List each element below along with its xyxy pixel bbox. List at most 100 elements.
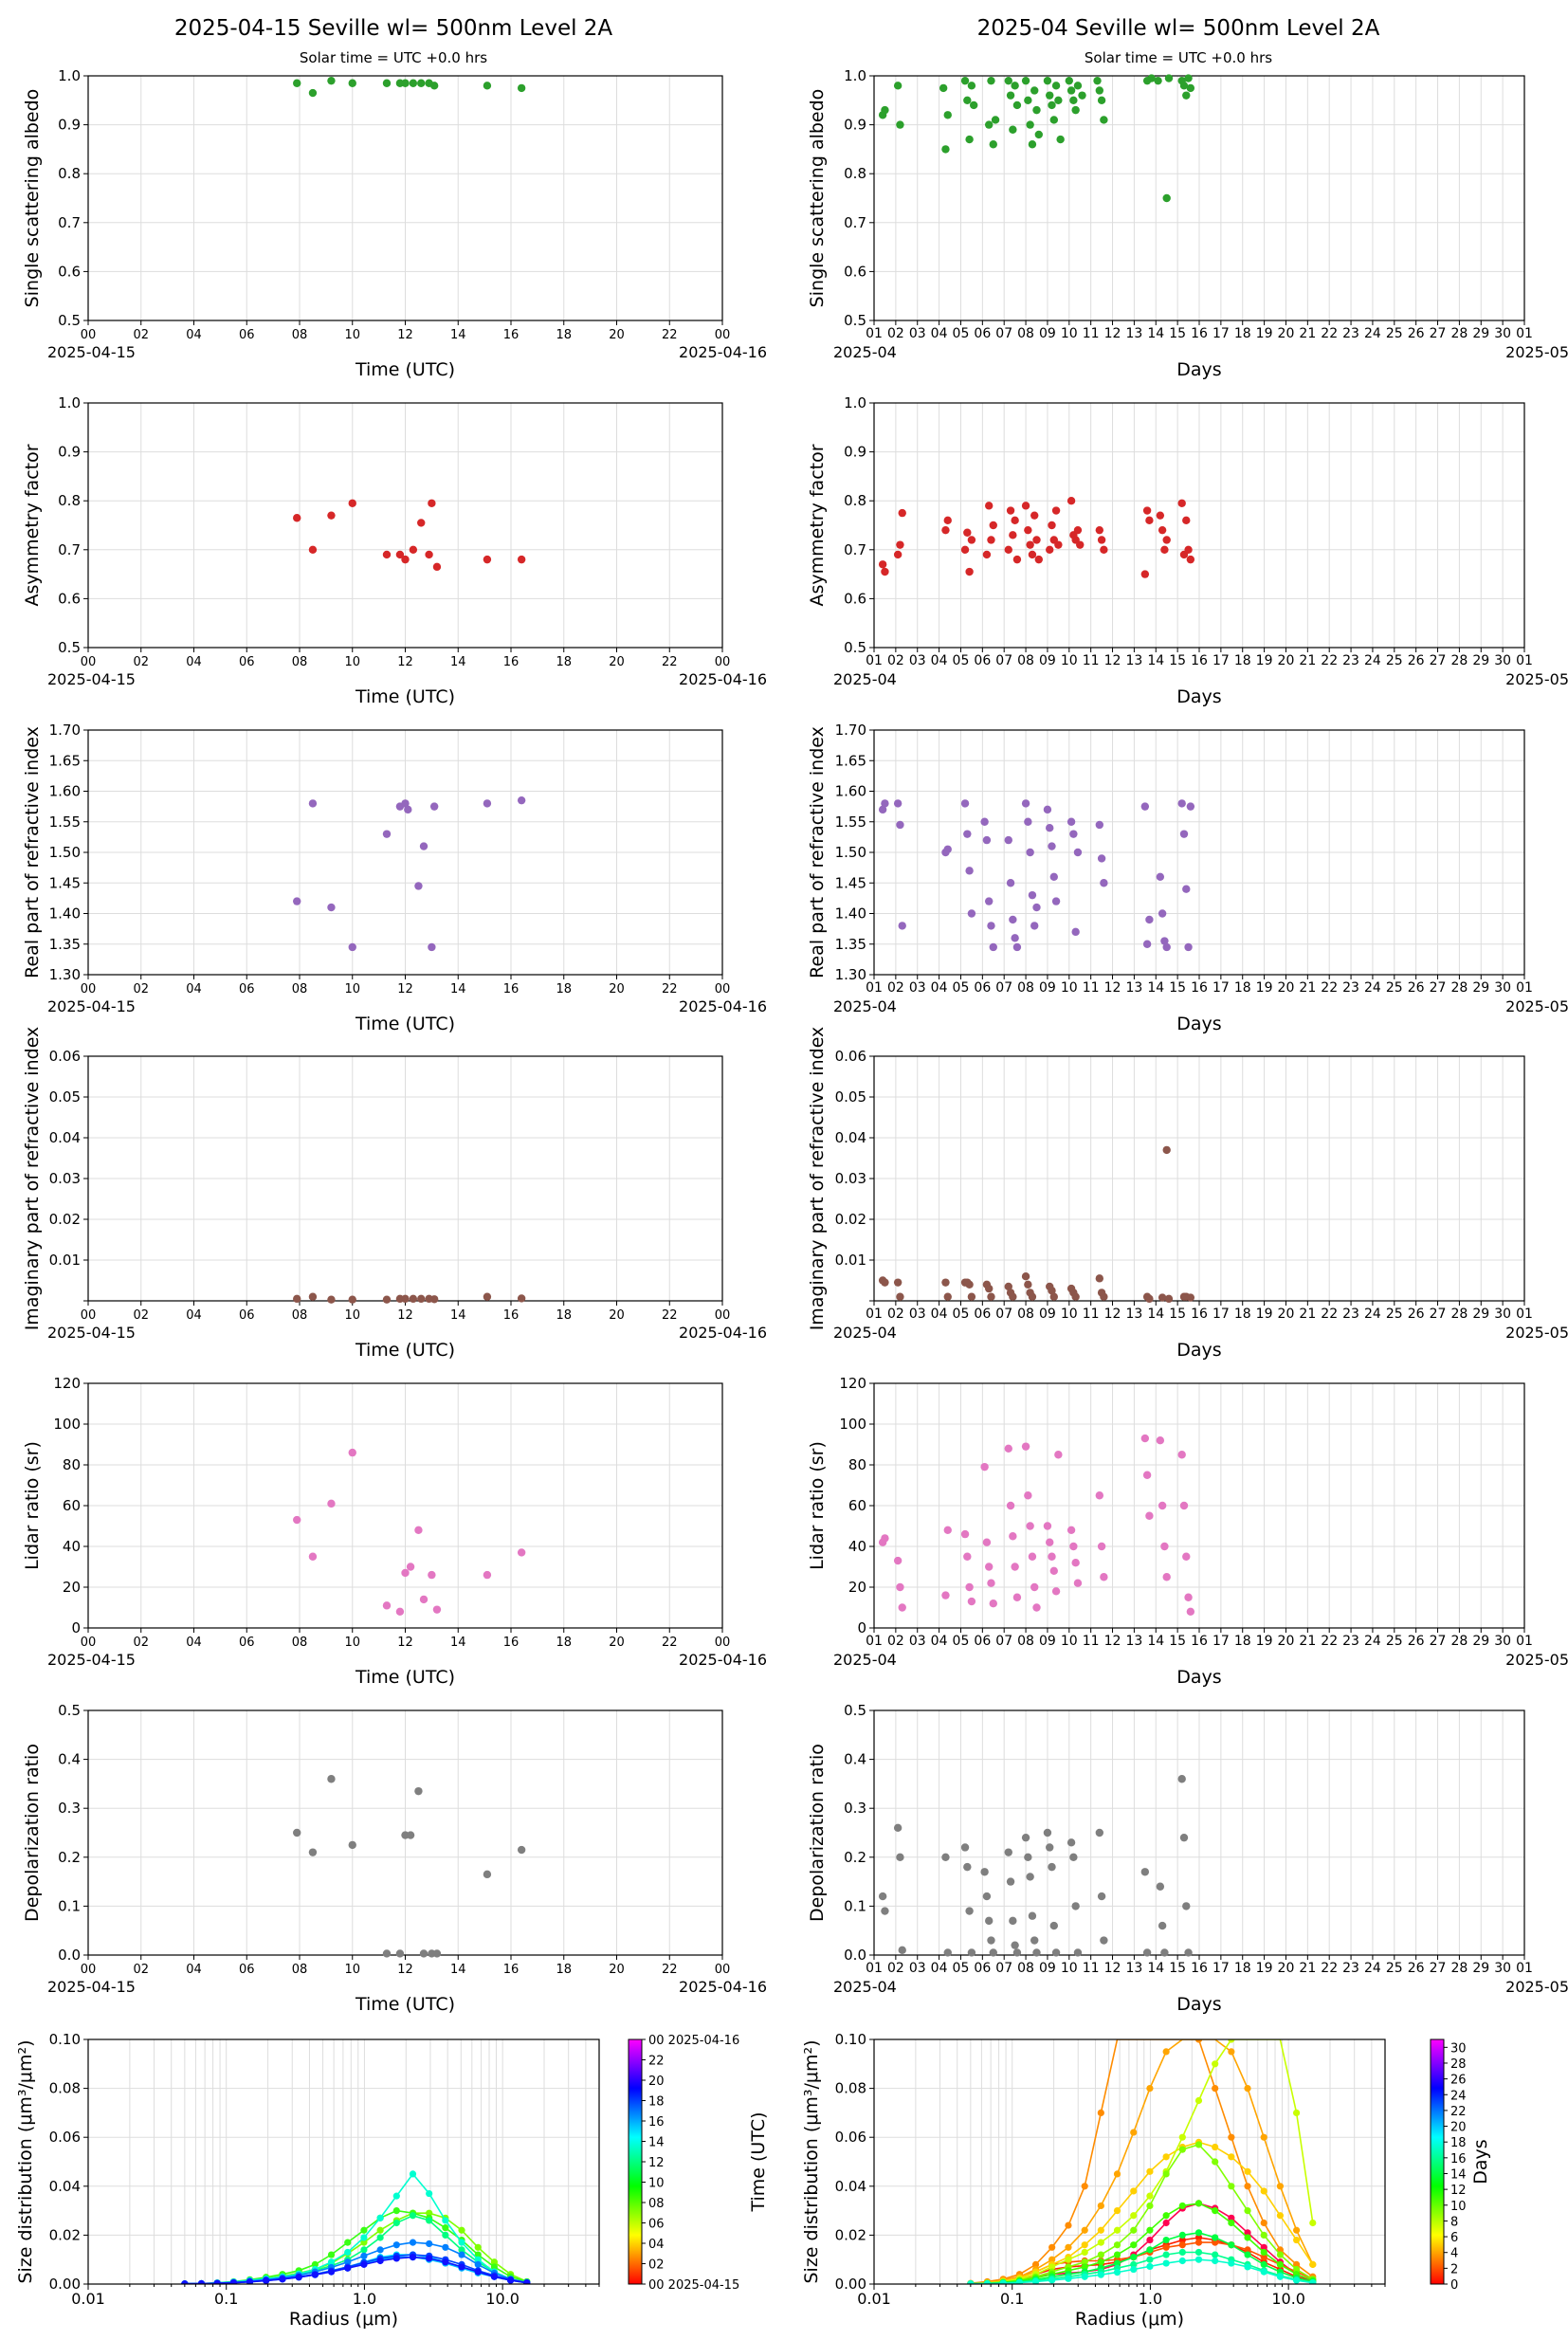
y-tick-label: 20: [63, 1579, 81, 1596]
x-tick-label: 02: [887, 1634, 904, 1649]
data-point: [1021, 76, 1030, 85]
data-point: [517, 555, 526, 564]
series-line: [184, 2172, 527, 2284]
x-tick-label: 29: [1472, 1961, 1489, 1976]
y-tick-label: 0.01: [49, 1252, 81, 1269]
series-point: [1097, 2239, 1104, 2246]
x-tick-label: 21: [1299, 326, 1316, 341]
x-tick-label: 30: [1494, 1307, 1511, 1322]
x-tick-label: 02: [887, 326, 904, 341]
data-point: [1158, 1501, 1167, 1510]
series-point: [1162, 2259, 1170, 2267]
series-point: [1260, 2219, 1267, 2227]
x-tick-label: 12: [1104, 653, 1121, 668]
x-tick-label: 06: [239, 328, 255, 342]
right-title: 2025-04 Seville wl= 500nm Level 2A: [977, 16, 1380, 41]
series-point: [1065, 2256, 1072, 2263]
series-point: [1194, 2234, 1203, 2241]
x-axis-label: Days: [1176, 686, 1221, 707]
data-point: [893, 1556, 903, 1565]
imag-day-panel: 0.01 0.02 0.03 0.04 0.05 0.06 00 02 04 06 08 10 12 14…: [22, 1027, 767, 1361]
x-tick-label: 0.01: [857, 2290, 891, 2308]
data-point: [1048, 842, 1056, 850]
x-tick-label: 02: [133, 1308, 149, 1323]
y-tick-label: 0.6: [844, 590, 866, 607]
colorbar-tick-label: 04: [648, 2238, 665, 2252]
series-point: [1048, 2243, 1056, 2251]
x-tick-label: 05: [953, 1307, 970, 1322]
x-tick-label: 28: [1450, 980, 1468, 996]
data-point: [1162, 942, 1171, 952]
colorbar-tick-label: 16: [1450, 2152, 1467, 2166]
x-end-date: 2025-05: [1505, 343, 1568, 361]
data-point: [1030, 1936, 1039, 1945]
x-tick-label: 02: [887, 1307, 904, 1322]
series-point: [474, 2260, 482, 2268]
data-point: [896, 1582, 904, 1592]
series-point: [458, 2239, 465, 2246]
x-start-date: 2025-04-15: [47, 1324, 136, 1342]
series-point: [1130, 2226, 1138, 2234]
x-tick-label: 10: [344, 1963, 360, 1977]
data-point: [1043, 1828, 1052, 1837]
y-tick-label: 0.7: [844, 214, 866, 231]
data-point: [1182, 516, 1191, 525]
data-point: [965, 567, 974, 576]
x-tick-label: 11: [1083, 980, 1100, 996]
data-point: [1009, 1292, 1017, 1301]
y-tick-label: 1.30: [49, 966, 81, 983]
lidar-day-panel: 0 20 40 60 80 100 120 00 02 04 06 08 10 12 14 16 18 20 22 0…: [22, 1375, 767, 1688]
data-point: [1158, 1921, 1167, 1930]
plot-frame: [87, 75, 723, 321]
x-tick-label: 00: [81, 1963, 97, 1977]
y-axis-label: Size distribution (μm³/μm²): [801, 2039, 822, 2283]
data-point: [483, 555, 492, 564]
series-point: [263, 2276, 270, 2284]
x-tick-label: 02: [887, 980, 904, 996]
data-point: [1012, 1948, 1022, 1957]
data-point: [1011, 934, 1019, 942]
series-line: [970, 2039, 1314, 2284]
data-point: [963, 96, 972, 105]
x-tick-label: 25: [1386, 653, 1403, 668]
series-point: [360, 2226, 368, 2234]
y-tick-label: 20: [848, 1579, 866, 1596]
x-tick-label: 22: [1321, 1634, 1338, 1649]
data-point: [401, 79, 410, 87]
x-tick-label: 11: [1083, 653, 1100, 668]
series-point: [1228, 2241, 1235, 2249]
series-point: [1081, 2226, 1088, 2234]
x-tick-label: 19: [1256, 1961, 1273, 1976]
x-tick-label: 00: [715, 1963, 731, 1977]
data-point: [1026, 540, 1034, 549]
data-point: [1073, 1948, 1083, 1957]
x-tick-label: 25: [1386, 1961, 1403, 1976]
data-point: [1162, 1573, 1171, 1581]
data-point: [881, 1278, 889, 1287]
x-tick-label: 08: [292, 1963, 308, 1977]
data-point: [1100, 1936, 1108, 1945]
x-tick-label: 15: [1169, 326, 1186, 341]
data-point: [1021, 502, 1030, 510]
x-tick-label: 14: [1147, 1961, 1164, 1976]
series-point: [458, 2251, 465, 2258]
x-tick-label: 17: [1212, 1307, 1230, 1322]
y-axis-label: Imaginary part of refractive index: [807, 1027, 828, 1331]
x-tick-label: 11: [1083, 326, 1100, 341]
plot-frame: [873, 729, 1525, 976]
x-tick-label: 18: [1234, 653, 1251, 668]
x-tick-label: 21: [1299, 980, 1316, 996]
data-point: [1162, 536, 1171, 544]
data-point: [987, 536, 995, 544]
series-point: [1178, 2236, 1186, 2244]
y-tick-label: 0.2: [58, 1849, 81, 1866]
series-point: [392, 2192, 400, 2200]
data-point: [432, 1605, 442, 1614]
right-subtitle: Solar time = UTC +0.0 hrs: [1085, 49, 1272, 66]
x-tick-label: 18: [556, 1308, 572, 1323]
data-point: [1071, 1559, 1080, 1567]
data-point: [1095, 86, 1104, 95]
data-point: [980, 1868, 989, 1876]
data-point: [1028, 550, 1037, 559]
ssa-day-panel: 0.5 0.6 0.7 0.8 0.9 1.0 00 02 04 06 08 10 12 14 16 18 20…: [22, 67, 767, 380]
